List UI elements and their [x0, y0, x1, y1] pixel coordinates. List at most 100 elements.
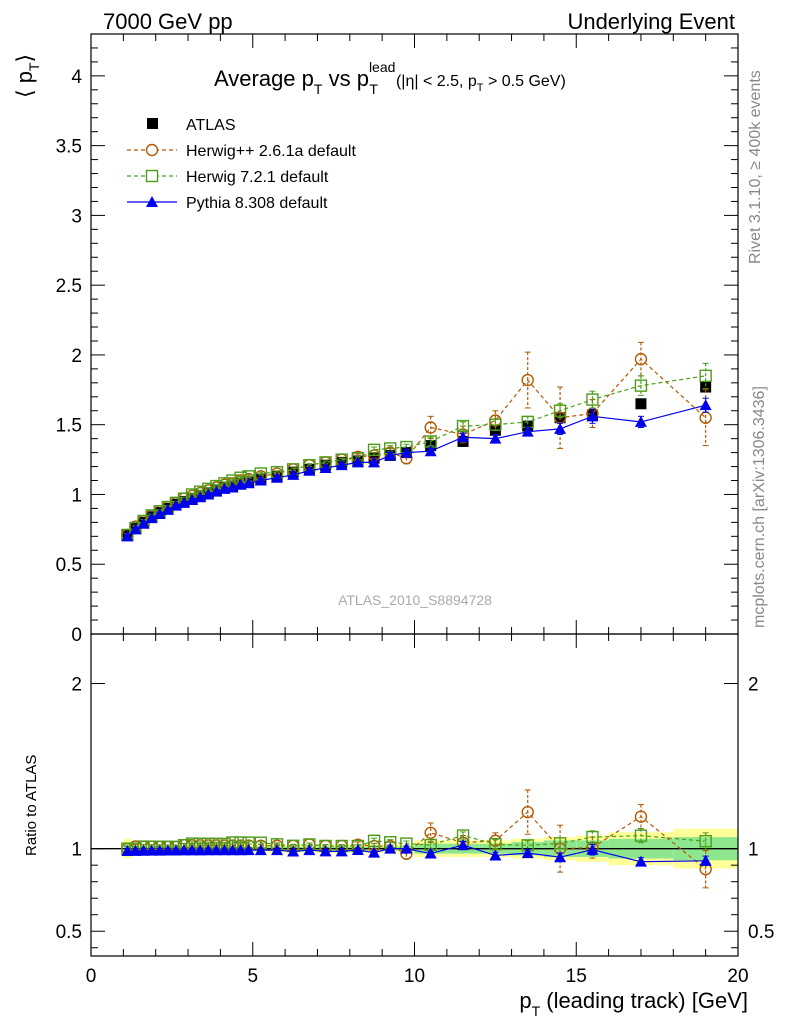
ratio-point — [634, 810, 648, 823]
ratio-point — [554, 851, 567, 863]
main-x-ticks — [90, 34, 739, 634]
data-point — [194, 491, 207, 503]
y-label-sub: T — [26, 62, 42, 71]
ratio-point — [424, 826, 437, 839]
ratio-point — [234, 844, 247, 856]
data-point — [635, 398, 647, 410]
x-tick-label: 15 — [566, 966, 587, 987]
ratio-y-tick-label-right: 0.5 — [748, 922, 774, 943]
ratio-line — [127, 844, 706, 863]
ratio-point — [351, 843, 364, 855]
data-point — [521, 425, 534, 437]
title-sub1: T — [314, 81, 323, 97]
legend-atlas-marker — [147, 118, 158, 129]
data-point — [699, 369, 712, 383]
ratio-point — [178, 844, 191, 856]
data-point — [271, 471, 284, 483]
ratio-point — [424, 847, 437, 859]
ratio-point — [153, 844, 166, 856]
data-point — [303, 464, 316, 476]
data-point — [287, 468, 300, 480]
ratio-point — [194, 844, 207, 856]
y-tick-label: 3.5 — [56, 137, 82, 158]
header-right: Underlying Event — [567, 9, 735, 34]
ratio-point — [553, 837, 567, 850]
watermark: ATLAS_2010_S8894728 — [338, 592, 492, 608]
x-tick-label: 10 — [404, 966, 425, 987]
series-line — [126, 358, 707, 536]
ratio-series — [121, 789, 712, 889]
legend-entry-herwig7: Herwig 7.2.1 default — [127, 169, 329, 186]
data-point — [634, 352, 648, 366]
x-tick-label: 20 — [727, 966, 748, 987]
mcplots-label: mcplots.cern.ch [arXiv:1306.3436] — [751, 386, 768, 628]
ratio-point — [129, 844, 142, 856]
ratio-point — [161, 844, 174, 856]
data-point — [169, 499, 182, 511]
y-tick-label: 0.5 — [56, 555, 82, 576]
data-point — [553, 404, 567, 417]
legend-entry-pythia: Pythia 8.308 default — [127, 195, 328, 212]
title-cut-sub: T — [477, 82, 484, 94]
ratio-point — [699, 854, 712, 866]
header-left: 7000 GeV pp — [103, 9, 233, 34]
data-point — [210, 485, 223, 497]
ratio-panel: 0.5 0.5 1 1 2 2 0 5 10 15 20 Ratio to ATLAS pT (l… — [23, 633, 774, 1019]
ratio-point — [303, 844, 316, 856]
data-point — [153, 508, 166, 519]
data-point — [319, 461, 332, 473]
data-point — [424, 445, 437, 457]
ratio-point — [254, 844, 267, 856]
main-y-label: ⟨ pT⟩ — [12, 54, 42, 98]
data-point — [129, 523, 142, 535]
ratio-point — [202, 844, 215, 856]
y-tick-label: 1.5 — [56, 416, 82, 437]
ratio-point — [457, 839, 470, 851]
ratio-point — [121, 844, 134, 856]
ratio-y-axis: 0.5 0.5 1 1 2 2 — [56, 675, 774, 949]
series-line — [127, 404, 706, 537]
ratio-point — [210, 844, 223, 856]
data-point — [424, 421, 437, 434]
x-label-sub: T — [532, 1003, 541, 1019]
data-point — [489, 432, 502, 444]
ratio-point — [186, 844, 199, 856]
title-sup: lead — [369, 59, 395, 75]
x-label-main: p — [519, 988, 531, 1013]
data-point — [121, 530, 134, 542]
legend-herwig7-label: Herwig 7.2.1 default — [186, 169, 329, 186]
data-point — [186, 494, 199, 506]
x-tick-label: 0 — [86, 966, 97, 987]
data-point — [351, 456, 364, 468]
ratio-point — [218, 844, 231, 856]
data-point — [161, 503, 174, 515]
main-y-axis: 0 0.5 1 1.5 2 2.5 3 3.5 4 — [56, 47, 738, 646]
y-tick-label: 1 — [71, 485, 82, 506]
chart-title: Average pT vs plead T (|η| < 2.5, pT > 0.5… — [214, 59, 566, 97]
legend: ATLAS Herwig++ 2.6.1a default Herwig 7.2… — [127, 117, 356, 212]
ratio-point — [699, 835, 712, 848]
data-point — [586, 410, 599, 422]
x-tick-label: 5 — [247, 966, 258, 987]
ratio-point — [368, 846, 381, 858]
data-point — [384, 449, 397, 461]
data-point — [202, 488, 215, 500]
ratio-point — [586, 830, 599, 844]
ratio-point — [400, 842, 413, 854]
main-panel: 0 0.5 1 1.5 2 2.5 3 3.5 4 ATLAS_2010_S8894728 Av… — [12, 33, 739, 646]
data-point — [145, 512, 158, 524]
data-point — [634, 379, 648, 392]
legend-entry-atlas: ATLAS — [147, 117, 236, 134]
ratio-point — [226, 844, 239, 856]
ratio-point — [335, 845, 348, 857]
legend-pythia-label: Pythia 8.308 default — [186, 195, 328, 212]
y-label-main: ⟨ p — [12, 71, 37, 98]
rivet-label: Rivet 3.1.10, ≥ 400k events — [747, 70, 764, 264]
ratio-point — [271, 844, 284, 856]
legend-herwigpp-label: Herwig++ 2.6.1a default — [186, 143, 356, 160]
data-point — [700, 381, 712, 393]
data-point — [226, 481, 239, 493]
ratio-panel-frame — [90, 633, 739, 957]
ratio-y-tick-label: 0.5 — [56, 922, 82, 943]
